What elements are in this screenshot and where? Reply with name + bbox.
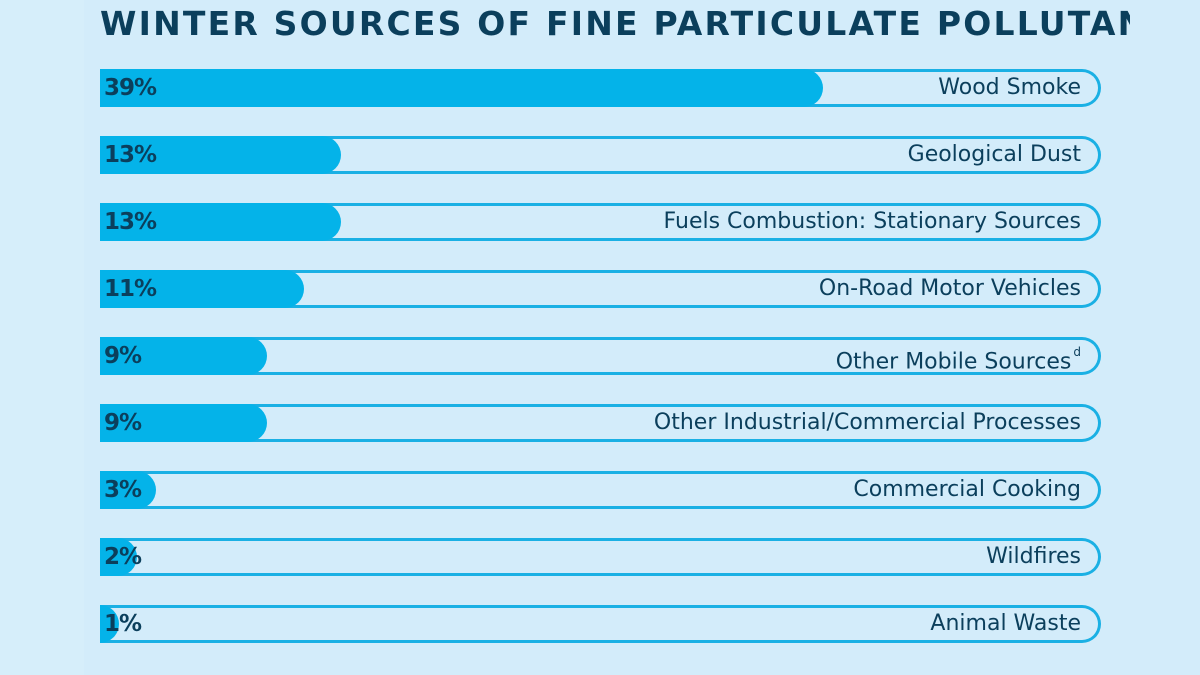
data-label: 3% <box>104 477 142 503</box>
category-label-text: Geological Dust <box>907 142 1081 167</box>
bar-row: 13% Fuels Combustion: Stationary Sources <box>100 203 1101 241</box>
data-label: 13% <box>104 209 157 235</box>
category-label: Wood Smoke <box>938 69 1081 107</box>
bar-row: 39% Wood Smoke <box>100 69 1101 107</box>
data-label: 39% <box>104 75 157 101</box>
data-label: 11% <box>104 276 157 302</box>
data-label: 9% <box>104 343 142 369</box>
category-label: Fuels Combustion: Stationary Sources <box>664 203 1081 241</box>
bar <box>100 203 341 241</box>
bar-track <box>100 471 1101 509</box>
footnote-marker: d <box>1073 345 1081 359</box>
bar <box>100 471 156 509</box>
bar <box>100 270 304 308</box>
category-label-text: Other Mobile Sources <box>835 349 1072 375</box>
bar <box>100 404 267 442</box>
bar <box>100 136 341 174</box>
category-label-text: Wildfires <box>986 544 1081 569</box>
category-label-text: Animal Waste <box>930 611 1081 636</box>
bar-track <box>100 605 1101 643</box>
bar-row: 2% Wildfires <box>100 538 1101 576</box>
bar <box>100 538 138 576</box>
data-label: 13% <box>104 142 157 168</box>
bar-row: 11% On-Road Motor Vehicles <box>100 270 1101 308</box>
bar-track <box>100 538 1101 576</box>
bar-row: 13% Geological Dust <box>100 136 1101 174</box>
category-label-text: Commercial Cooking <box>853 477 1081 502</box>
category-label-text: Wood Smoke <box>938 75 1081 100</box>
category-label: Other Industrial/Commercial Processes <box>654 404 1081 442</box>
category-label: Wildfires <box>986 538 1081 576</box>
category-label-text: Fuels Combustion: Stationary Sources <box>663 209 1081 234</box>
data-label: 2% <box>104 544 142 570</box>
bar-row: 3% Commercial Cooking <box>100 471 1101 509</box>
bar-row: 1% Animal Waste <box>100 605 1101 643</box>
category-label: Geological Dust <box>908 136 1081 174</box>
bar-row: 9% Other Mobile Sources d <box>100 337 1101 375</box>
bar <box>100 337 267 375</box>
bar-track <box>100 337 1101 375</box>
bar <box>100 605 119 643</box>
bar-track <box>100 404 1101 442</box>
data-label: 1% <box>104 611 142 637</box>
bar <box>100 69 823 107</box>
bar-row: 9% Other Industrial/Commercial Processes <box>100 404 1101 442</box>
category-label: On-Road Motor Vehicles <box>819 270 1081 308</box>
category-label: Other Mobile Sources d <box>836 337 1081 375</box>
data-label: 9% <box>104 410 142 436</box>
chart-title: WINTER SOURCES OF FINE PARTICULATE POLLU… <box>100 4 1130 43</box>
category-label: Animal Waste <box>930 605 1081 643</box>
category-label: Commercial Cooking <box>853 471 1081 509</box>
category-label-text: On-Road Motor Vehicles <box>818 276 1081 301</box>
category-label-text: Other Industrial/Commercial Processes <box>653 410 1081 435</box>
